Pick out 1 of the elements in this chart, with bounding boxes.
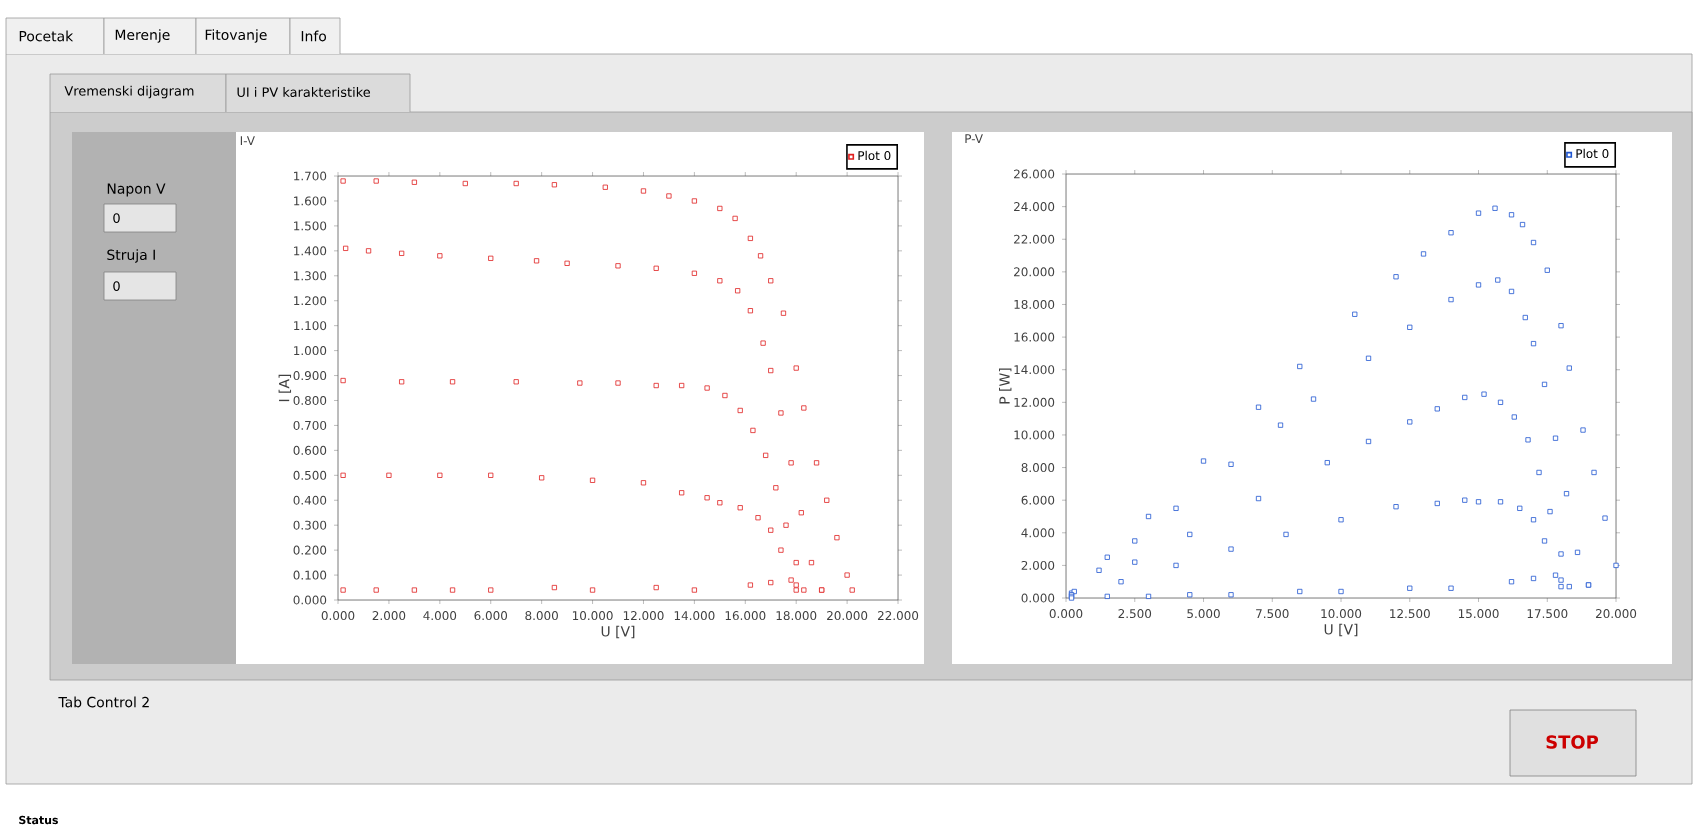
text: STOP: [1546, 735, 1599, 749]
